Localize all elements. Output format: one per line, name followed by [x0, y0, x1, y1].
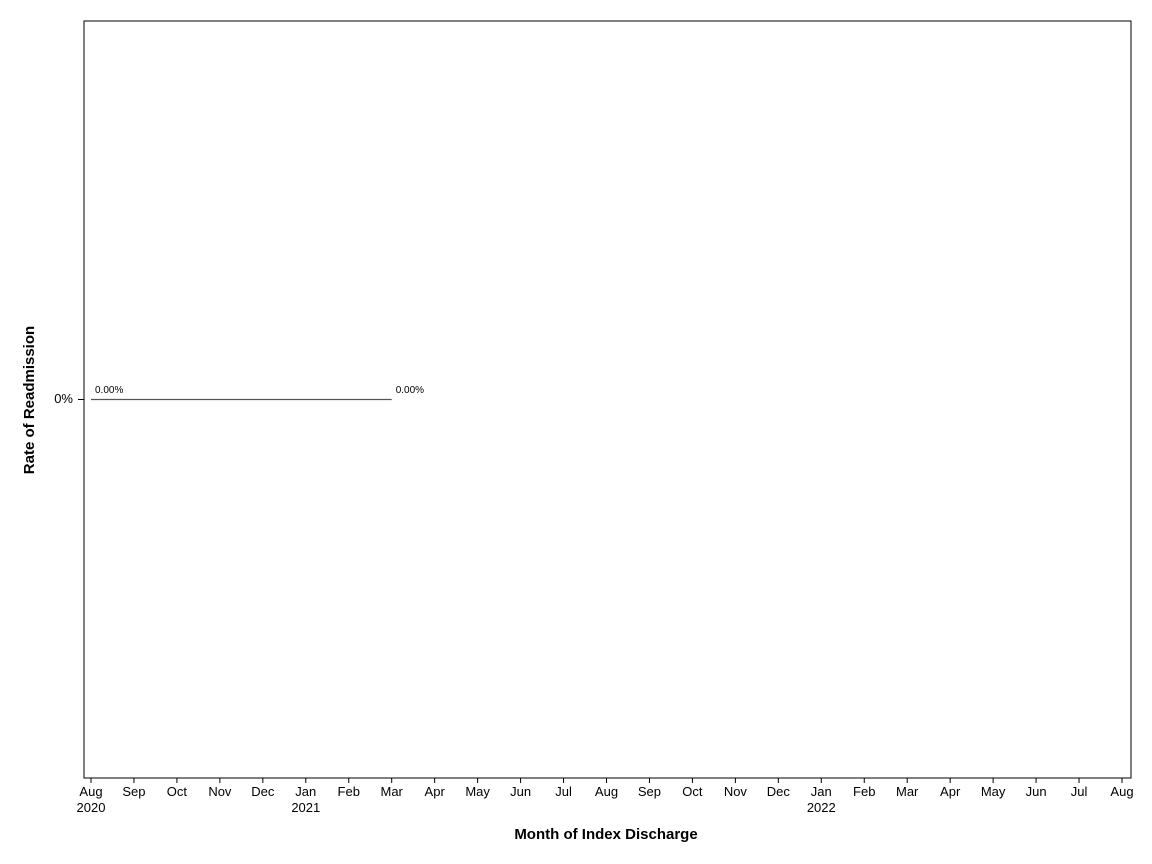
data-label: 0.00% [396, 385, 424, 396]
x-tick-label: Oct [682, 784, 703, 799]
x-tick-label: Dec [251, 784, 275, 799]
x-tick-label: Jul [555, 784, 572, 799]
x-tick-label: Jan 2021 [291, 784, 320, 815]
x-tick-label: Aug [1110, 784, 1133, 799]
x-tick-label: Nov [208, 784, 232, 799]
x-tick-label: Oct [167, 784, 188, 799]
x-tick-label: Sep [122, 784, 145, 799]
x-tick-label: Apr [425, 784, 446, 799]
x-tick-label: Apr [940, 784, 961, 799]
y-axis-title: Rate of Readmission [21, 326, 38, 474]
data-label: 0.00% [95, 385, 123, 396]
x-tick-label: Sep [638, 784, 661, 799]
x-tick-label: Jul [1071, 784, 1088, 799]
x-tick-label: Dec [767, 784, 791, 799]
x-tick-label: Feb [853, 784, 875, 799]
x-tick-label: Jun [510, 784, 531, 799]
x-tick-label: May [981, 784, 1006, 799]
x-tick-label: Jan 2022 [807, 784, 836, 815]
x-tick-label: May [465, 784, 490, 799]
x-tick-label: Feb [338, 784, 360, 799]
x-tick-label: Mar [381, 784, 404, 799]
x-axis-title: Month of Index Discharge [514, 826, 697, 843]
x-tick-label: Nov [724, 784, 748, 799]
x-tick-label: Jun [1026, 784, 1047, 799]
x-tick-label: Mar [896, 784, 919, 799]
x-tick-label: Aug [595, 784, 618, 799]
y-tick-label: 0% [54, 391, 73, 406]
x-tick-label: Aug 2020 [77, 784, 106, 815]
